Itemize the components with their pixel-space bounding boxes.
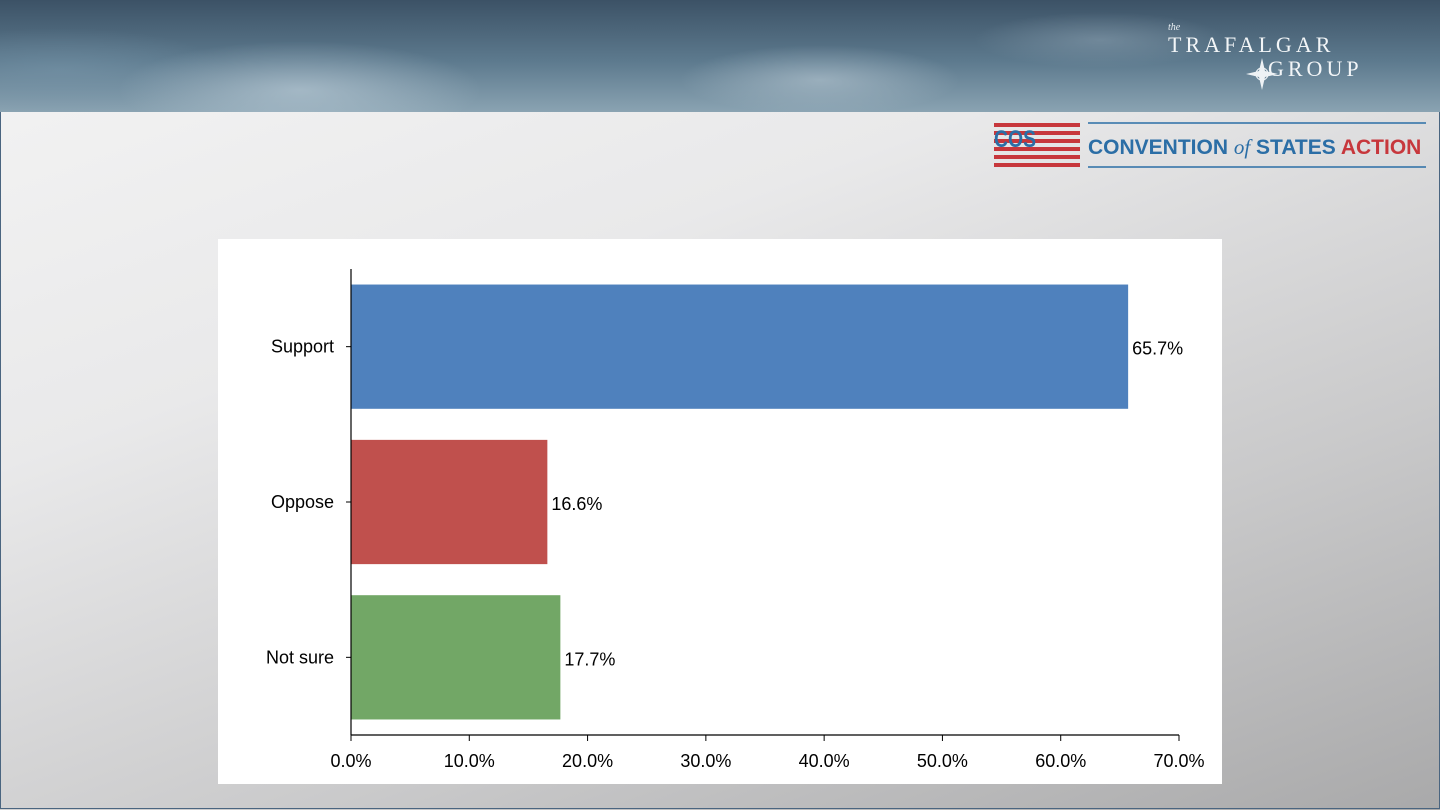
- logo-line2: GROUP: [1268, 56, 1363, 81]
- bar-chart: Support 65.7% Oppose 16.6% Not sure 17.7% 0.0%…: [266, 269, 1205, 771]
- chart-panel: Support 65.7% Oppose 16.6% Not sure 17.7% 0.0%…: [218, 239, 1222, 784]
- sponsor-name-of: of: [1234, 135, 1254, 159]
- sponsor-name-convention: CONVENTION: [1088, 136, 1228, 159]
- sponsor-name-states: STATES: [1256, 136, 1336, 159]
- convention-of-states-logo: COS CONVENTION of STATES ACTION: [994, 122, 1426, 168]
- x-tick-label: 20.0%: [562, 751, 613, 771]
- bar-oppose: [351, 439, 548, 565]
- sponsor-name-action: ACTION: [1341, 136, 1422, 159]
- trafalgar-group-logo: the TRAFALGAR GROUP: [1168, 22, 1363, 90]
- logo-line1: TRAFALGAR: [1168, 32, 1334, 57]
- category-label: Support: [271, 337, 334, 357]
- x-tick-label: 30.0%: [680, 751, 731, 771]
- flag-stripes-icon: [994, 123, 1080, 167]
- bar-not-sure: [351, 595, 561, 720]
- x-tick-label: 0.0%: [330, 751, 371, 771]
- x-tick-label: 50.0%: [917, 751, 968, 771]
- category-label: Not sure: [266, 647, 334, 667]
- x-tick-label: 70.0%: [1153, 751, 1204, 771]
- data-label: 17.7%: [564, 649, 615, 669]
- x-tick-label: 10.0%: [444, 751, 495, 771]
- logo-article: the: [1168, 22, 1181, 33]
- compass-rose-icon: [1246, 58, 1278, 90]
- category-label: Oppose: [271, 492, 334, 512]
- x-tick-label: 60.0%: [1035, 751, 1086, 771]
- header-banner: [0, 0, 1440, 112]
- sponsor-name: CONVENTION of STATES ACTION: [1088, 135, 1421, 159]
- cos-badge: COS: [994, 126, 1036, 153]
- data-label: 16.6%: [551, 494, 602, 514]
- x-tick-label: 40.0%: [799, 751, 850, 771]
- bar-support: [351, 284, 1129, 409]
- data-label: 65.7%: [1132, 339, 1183, 359]
